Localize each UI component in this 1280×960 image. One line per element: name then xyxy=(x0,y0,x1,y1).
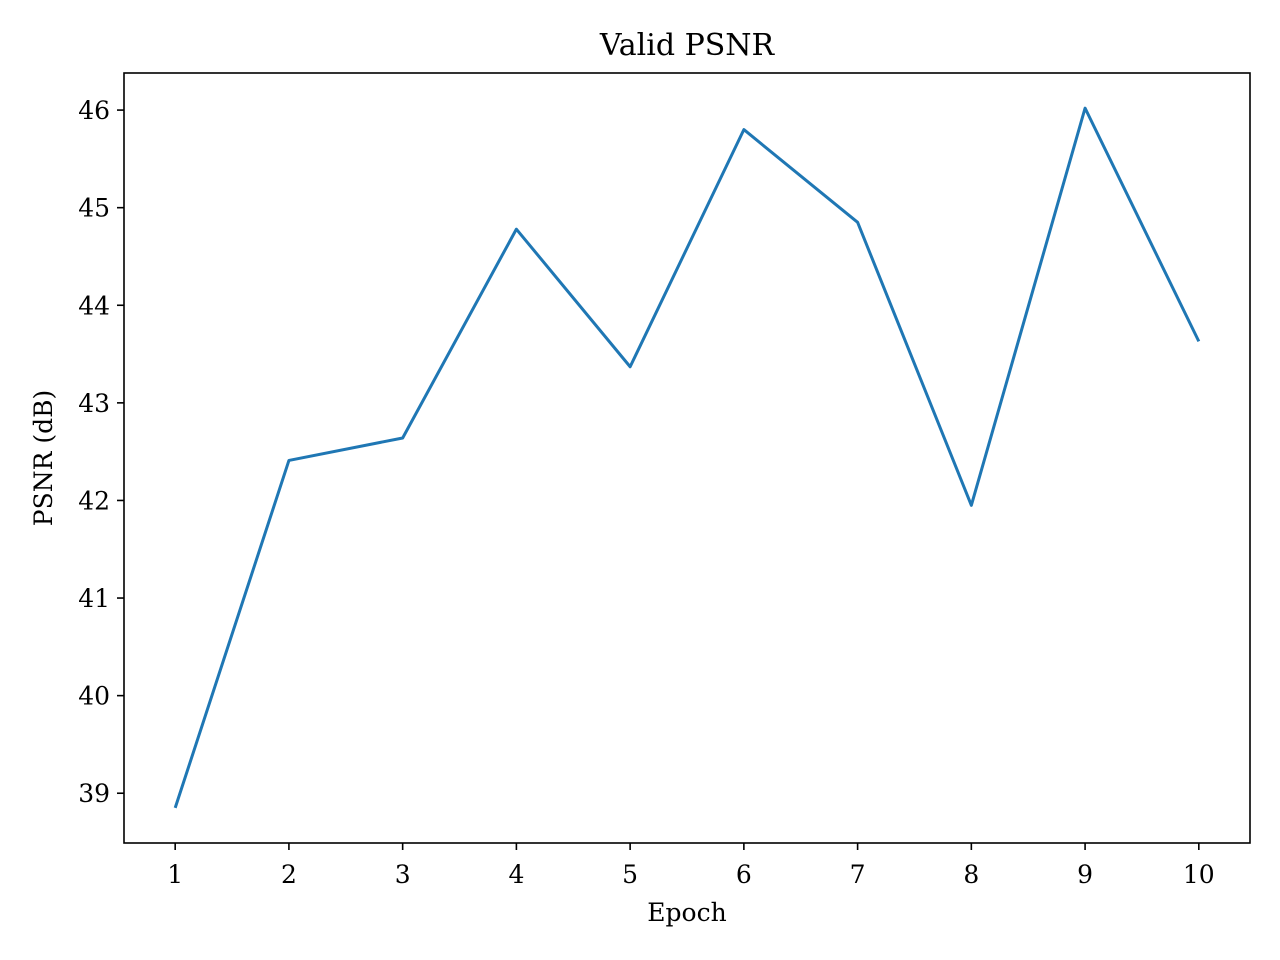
y-tick-label: 41 xyxy=(78,584,110,613)
y-tick-label: 46 xyxy=(78,96,110,125)
y-tick-label: 40 xyxy=(78,682,110,711)
x-tick-label: 7 xyxy=(850,860,866,889)
axes-frame xyxy=(123,72,1251,844)
x-tick-label: 3 xyxy=(395,860,411,889)
x-tick-label: 9 xyxy=(1077,860,1093,889)
x-axis-label: Epoch xyxy=(647,898,726,927)
x-tick-label: 10 xyxy=(1183,860,1215,889)
y-tick-label: 44 xyxy=(78,291,110,320)
series-line xyxy=(173,106,1201,809)
y-axis: 39 40 41 42 43 44 45 46 xyxy=(78,96,124,808)
y-axis-label: PSNR (dB) xyxy=(29,390,58,526)
x-axis: 1 2 3 4 5 6 7 8 9 10 xyxy=(167,843,1215,889)
x-tick-label: 6 xyxy=(736,860,752,889)
x-tick-label: 1 xyxy=(167,860,183,889)
x-tick-label: 4 xyxy=(508,860,524,889)
x-tick-label: 2 xyxy=(281,860,297,889)
x-tick-label: 5 xyxy=(622,860,638,889)
x-tick-label: 8 xyxy=(963,860,979,889)
y-tick-label: 45 xyxy=(78,194,110,223)
y-tick-label: 42 xyxy=(78,486,110,515)
y-tick-label: 43 xyxy=(78,389,110,418)
chart-title: Valid PSNR xyxy=(599,28,776,63)
y-tick-label: 39 xyxy=(78,779,110,808)
